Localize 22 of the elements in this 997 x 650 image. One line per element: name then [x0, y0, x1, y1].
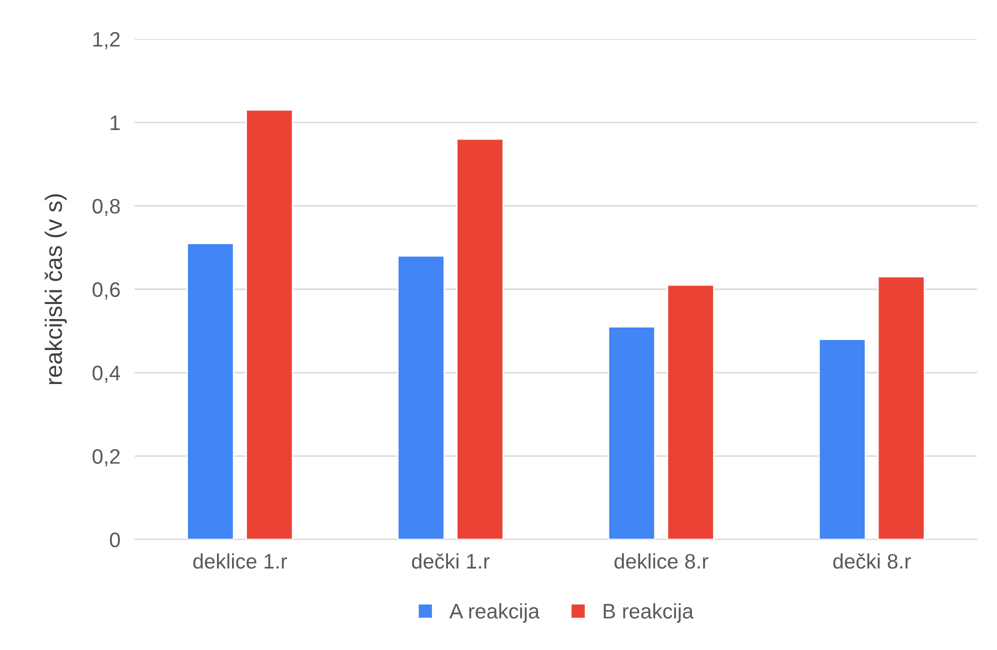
x-tick-label: dečki 8.r: [833, 553, 911, 569]
legend-label: B reakcija: [604, 603, 694, 623]
y-tick-label: 1: [110, 116, 120, 130]
x-tick-label: deklice 8.r: [614, 553, 708, 569]
bar: [608, 326, 656, 540]
bar: [186, 242, 234, 540]
x-tick-label: deklice 1.r: [193, 553, 288, 569]
bar: [456, 138, 504, 540]
y-axis-title: reakcijski čas (v s): [44, 194, 67, 384]
y-tick-label: 1,2: [93, 32, 120, 50]
y-tick-label: 0,4: [92, 366, 120, 383]
legend-label: A reakcija: [449, 603, 540, 623]
bar: [877, 276, 926, 540]
y-tick-label: 0,2: [92, 449, 120, 466]
bar: [666, 284, 714, 540]
x-tick-label: dečki 1.r: [412, 553, 490, 569]
y-tick-label: 0,8: [92, 198, 120, 216]
bar: [397, 255, 445, 540]
y-tick-label: 0,6: [92, 282, 120, 300]
y-tick-label: 0: [110, 532, 120, 548]
bar: [818, 338, 866, 540]
bar: [246, 109, 294, 540]
